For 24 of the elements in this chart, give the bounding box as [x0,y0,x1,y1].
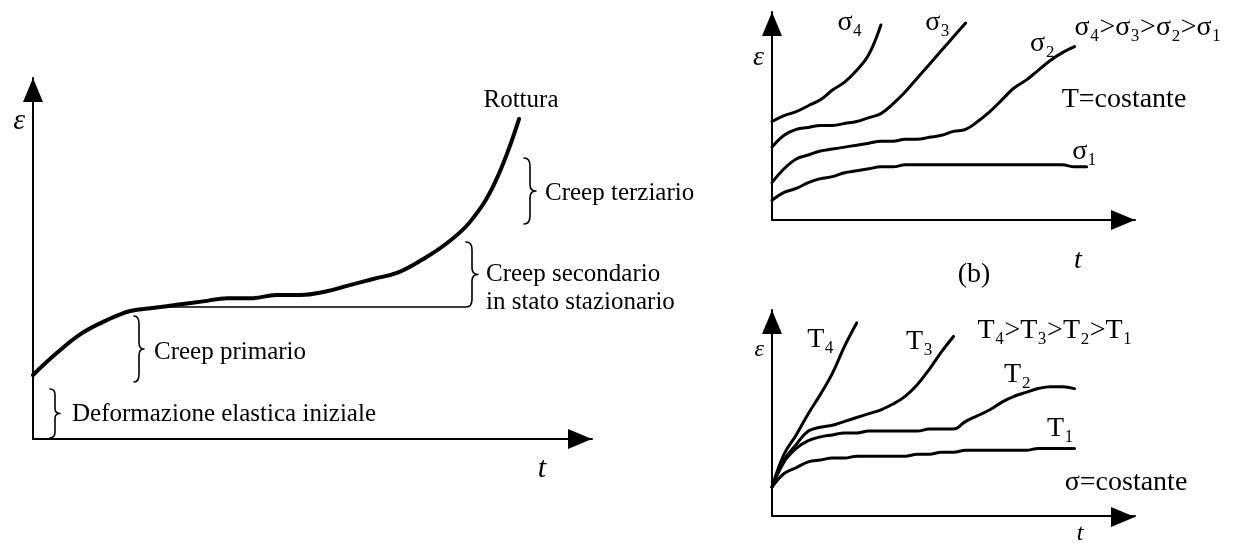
series-label: σ₁ [1072,134,1098,166]
annotation: Deformazione elastica iniziale [72,398,377,426]
annotation: T=costante [1061,81,1187,113]
annotation: σ₄>σ₃>σ₂>σ₁ [1074,9,1222,41]
y-axis-title: ε [13,101,26,135]
annotation: T₄>T₃>T₂>T₁ [977,312,1133,344]
series-label: T₁ [1047,410,1074,442]
series-label: σ₃ [925,4,951,36]
annotation: Creep secondario in stato stazionario [486,258,675,314]
annotation: Creep terziario [545,177,695,205]
x-axis-title: t [1076,519,1085,544]
annotation: Creep primario [154,336,307,364]
annotation: σ=costante [1064,464,1188,496]
legend-label: T₄ [807,322,835,354]
series-label: σ₂ [1030,26,1055,58]
y-axis-title: ε [752,39,764,71]
y-axis-title: ε [754,335,765,361]
x-axis-title: t [537,449,547,483]
series-label: T₃ [906,323,933,355]
series-label: T₂ [1004,357,1031,389]
legend-label: σ₄ [837,4,863,36]
x-axis-title: t [1074,242,1084,274]
text: (b) [957,256,991,288]
text: Rottura [483,84,559,112]
